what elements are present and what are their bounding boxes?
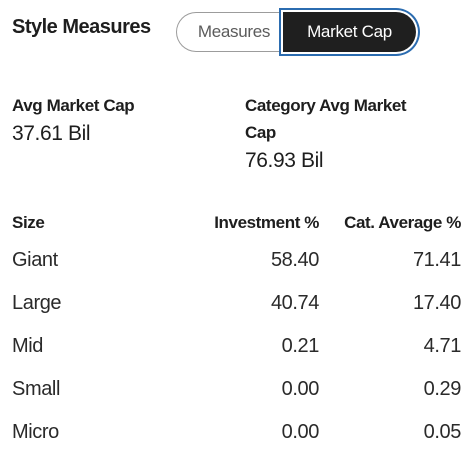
cat-average-cell: 71.41 [412, 249, 461, 271]
cat-average-cell: 17.40 [412, 292, 461, 314]
avg-market-cap-label: Avg Market Cap [12, 96, 135, 115]
column-header-cat-average: Cat. Average % [344, 212, 461, 232]
cat-average-cell: 4.71 [423, 335, 462, 357]
panel-header: Style Measures Measures Market Cap [12, 10, 468, 54]
investment-cell: 40.74 [270, 292, 319, 314]
measures-toggle-button[interactable]: Measures [176, 12, 291, 52]
avg-market-cap-block: Avg Market Cap 37.61 Bil [12, 92, 212, 149]
table-row: Mid 0.21 4.71 [12, 325, 464, 368]
table-row: Micro 0.00 0.05 [12, 411, 464, 454]
table-row: Giant 58.40 71.41 [12, 239, 464, 282]
size-cell: Small [12, 378, 61, 400]
category-avg-market-cap-block: Category Avg Market Cap 76.93 Bil [245, 92, 445, 176]
category-avg-market-cap-label-line2: Cap [245, 123, 276, 142]
size-cell: Mid [12, 335, 44, 357]
market-cap-table: Size Investment % Cat. Average % Giant 5… [12, 206, 464, 454]
investment-cell: 0.00 [281, 378, 320, 400]
avg-market-cap-value: 37.61 Bil [12, 122, 91, 145]
table-header-row: Size Investment % Cat. Average % [12, 206, 464, 239]
category-avg-market-cap-value: 76.93 Bil [245, 149, 324, 172]
market-cap-summary: Avg Market Cap 37.61 Bil Category Avg Ma… [12, 92, 468, 182]
table-row: Large 40.74 17.40 [12, 282, 464, 325]
investment-cell: 0.21 [281, 335, 320, 357]
market-cap-toggle-button[interactable]: Market Cap [283, 12, 416, 52]
table-row: Small 0.00 0.29 [12, 368, 464, 411]
view-toggle: Measures Market Cap [176, 12, 416, 52]
size-cell: Giant [12, 249, 58, 271]
column-header-investment: Investment % [214, 212, 319, 232]
investment-cell: 58.40 [270, 249, 319, 271]
size-cell: Large [12, 292, 62, 314]
cat-average-cell: 0.29 [423, 378, 462, 400]
column-header-size: Size [12, 212, 45, 232]
cat-average-cell: 0.05 [423, 421, 462, 443]
panel-title: Style Measures [12, 16, 151, 38]
category-avg-market-cap-label-line1: Category Avg Market [245, 96, 407, 115]
size-cell: Micro [12, 421, 59, 443]
investment-cell: 0.00 [281, 421, 320, 443]
